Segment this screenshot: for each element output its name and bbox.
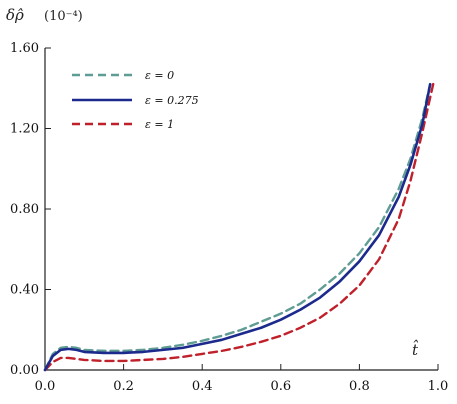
legend-label-eps-1: ε = 1 xyxy=(145,118,174,131)
series-line-0 xyxy=(43,83,432,372)
y-axis-unit: (10⁻⁴) xyxy=(44,9,83,24)
series-line-1 xyxy=(43,82,432,372)
x-tick-label: 0.2 xyxy=(113,379,134,394)
x-tick-label: 0.0 xyxy=(35,379,56,394)
series-line-2 xyxy=(43,79,436,372)
y-axis-title: δρ̂ xyxy=(6,6,24,24)
x-tick-label: 0.4 xyxy=(192,379,213,394)
legend: ε = 0 ε = 0.275 ε = 1 xyxy=(72,69,199,131)
legend-label-eps-0: ε = 0 xyxy=(145,69,174,82)
x-tick-label: 0.6 xyxy=(270,379,291,394)
y-tick-label: 0.40 xyxy=(10,283,39,298)
legend-label-eps-0-275: ε = 0.275 xyxy=(145,94,199,107)
y-axis-ticks: 0.00 0.40 0.80 1.20 1.60 xyxy=(10,41,51,378)
x-axis-title: t̂ xyxy=(412,340,419,359)
y-tick-label: 1.60 xyxy=(10,41,39,56)
y-tick-label: 1.20 xyxy=(10,122,39,137)
series-layer xyxy=(43,79,436,372)
x-axis-ticks: 0.0 0.2 0.4 0.6 0.8 1.0 xyxy=(35,364,449,394)
x-tick-label: 1.0 xyxy=(428,379,449,394)
y-tick-label: 0.00 xyxy=(10,363,39,378)
y-tick-label: 0.80 xyxy=(10,202,39,217)
x-tick-label: 0.8 xyxy=(349,379,370,394)
